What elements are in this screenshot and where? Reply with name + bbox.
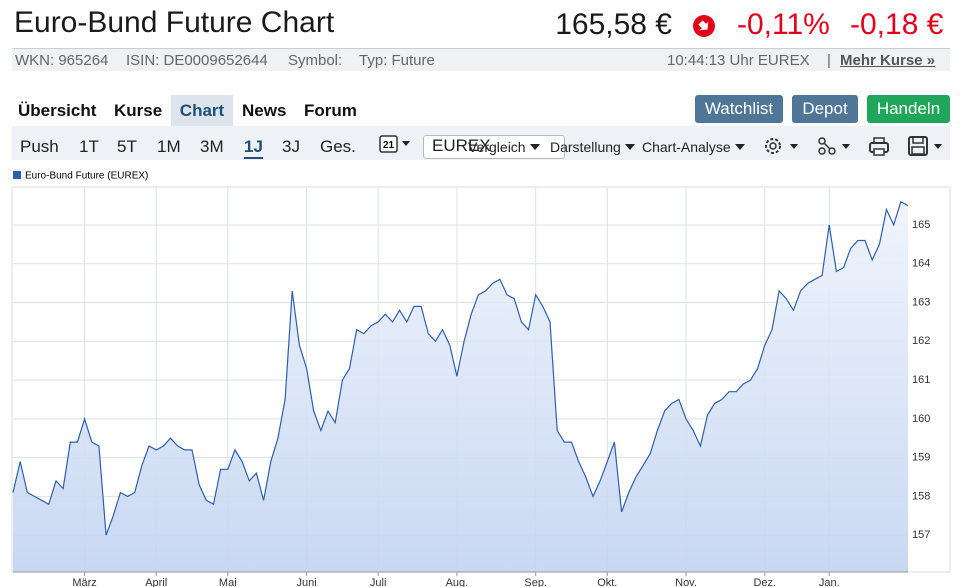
y-tick-label: 165: [912, 219, 930, 231]
indicator-button[interactable]: [818, 137, 850, 155]
area-fill: [13, 201, 908, 572]
y-tick-label: 158: [912, 490, 930, 502]
y-tick-label: 157: [912, 529, 930, 541]
tab[interactable]: Übersicht: [18, 101, 97, 120]
change-abs: -0,18 €: [850, 8, 944, 41]
x-tick-label: Aug.: [446, 577, 469, 587]
range-button[interactable]: 3M: [200, 137, 224, 156]
down-icon: [693, 15, 715, 37]
watchlist-button[interactable]: Watchlist: [695, 95, 783, 123]
y-tick-label: 159: [912, 452, 930, 464]
tab[interactable]: Forum: [304, 101, 357, 120]
print-button[interactable]: [869, 137, 889, 156]
range-button[interactable]: 3J: [282, 137, 300, 156]
range-button[interactable]: Push: [20, 137, 59, 156]
dropdown-arrow: [402, 141, 410, 146]
legend-label: Euro-Bund Future (EUREX): [25, 171, 148, 182]
page-title: Euro-Bund Future Chart: [14, 6, 335, 39]
time: 10:44:13 Uhr EUREX: [667, 52, 810, 69]
y-tick-label: 164: [912, 258, 930, 270]
x-tick-label: April: [145, 577, 167, 587]
x-tick-label: Okt.: [597, 577, 617, 587]
x-tick-label: Juli: [370, 577, 387, 587]
wkn: WKN: 965264: [15, 52, 109, 69]
compare-dropdown[interactable]: Vergleich: [468, 139, 540, 155]
tab[interactable]: Kurse: [114, 101, 163, 120]
range-button[interactable]: Ges.: [320, 137, 356, 156]
x-tick-label: Sep.: [524, 577, 547, 587]
more-quotes-link[interactable]: Mehr Kurse »: [840, 52, 936, 69]
range-button[interactable]: 5T: [117, 137, 137, 156]
tab[interactable]: News: [242, 101, 287, 120]
x-tick-label: Mai: [219, 577, 237, 587]
x-tick-label: Dez.: [753, 577, 776, 587]
save-button[interactable]: [908, 136, 942, 156]
type: Typ: Future: [359, 52, 435, 69]
x-tick-label: März: [72, 577, 96, 587]
calendar-button[interactable]: 21: [378, 133, 412, 155]
range-button-active[interactable]: 1J: [244, 137, 263, 159]
display-dropdown[interactable]: Darstellung: [550, 139, 635, 155]
tool-icons: [765, 136, 942, 156]
analysis-dropdown[interactable]: Chart-Analyse: [642, 139, 745, 155]
calendar-icon: [379, 135, 398, 153]
trade-button[interactable]: Handeln: [867, 95, 950, 123]
isin: ISIN: DE0009652644: [126, 52, 268, 69]
change-pct: -0,11%: [737, 8, 830, 41]
y-tick-label: 160: [912, 413, 930, 425]
x-tick-label: Jan.: [819, 577, 840, 587]
price-line: [12, 200, 909, 536]
y-tick-label: 163: [912, 296, 930, 308]
range-button[interactable]: 1M: [157, 137, 181, 156]
chart: Euro-Bund Future (EUREX) 157 158 159 160 161…: [11, 171, 951, 587]
info-bar: WKN: 965264 ISIN: DE0009652644 Symbol: T…: [12, 48, 950, 71]
calendar-day: 21: [383, 140, 395, 151]
y-tick-label: 161: [912, 374, 930, 386]
x-tick-label: Juni: [296, 577, 316, 587]
settings-button[interactable]: [765, 138, 798, 154]
price: 165,58 €: [555, 8, 672, 41]
symbol: Symbol:: [288, 52, 343, 69]
range-button[interactable]: 1T: [79, 137, 99, 156]
y-tick-label: 162: [912, 335, 930, 347]
tab-active[interactable]: Chart: [171, 95, 233, 126]
separator: |: [827, 52, 831, 69]
x-tick-label: Nov.: [675, 577, 697, 587]
depot-button[interactable]: Depot: [792, 95, 858, 123]
legend-swatch: [13, 171, 21, 179]
